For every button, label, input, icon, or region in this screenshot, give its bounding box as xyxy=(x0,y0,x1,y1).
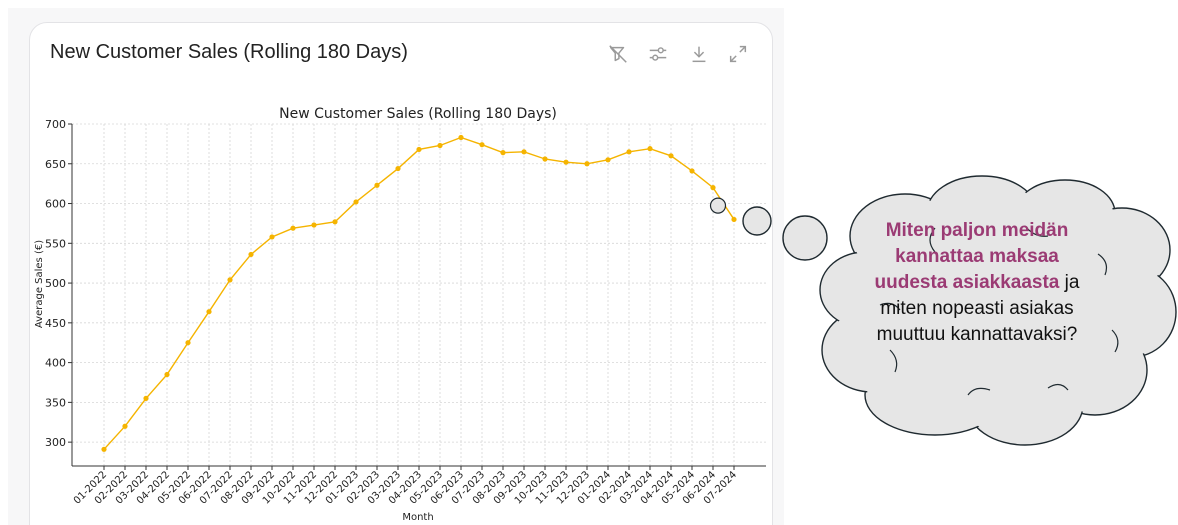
data-point xyxy=(563,159,569,165)
chart-title: New Customer Sales (Rolling 180 Days) xyxy=(279,106,557,122)
data-point xyxy=(290,225,296,231)
data-point xyxy=(248,251,254,258)
chart-card xyxy=(29,22,773,525)
x-axis-label: Month xyxy=(402,512,433,523)
download-button[interactable] xyxy=(686,41,712,67)
data-point xyxy=(227,277,233,283)
data-point xyxy=(311,222,317,228)
data-point xyxy=(668,153,674,159)
y-tick-label: 700 xyxy=(45,118,66,131)
data-point xyxy=(584,161,590,167)
data-point xyxy=(374,182,380,188)
data-point xyxy=(458,134,464,141)
y-tick-label: 500 xyxy=(45,277,66,290)
thought-cloud-inner-arcs xyxy=(879,225,1119,396)
data-point xyxy=(605,157,611,163)
thought-bubble-dot-small xyxy=(742,206,772,236)
y-tick-label: 550 xyxy=(45,237,66,250)
data-point xyxy=(353,199,359,205)
thought-bubble-dot-tiny xyxy=(709,197,727,214)
axes: 30035040045050055060065070001-202202-202… xyxy=(45,118,766,507)
data-point xyxy=(269,234,275,240)
thought-bubble-dot-large xyxy=(782,215,828,261)
expand-icon xyxy=(729,45,747,63)
line-chart: New Customer Sales (Rolling 180 Days) Mo… xyxy=(34,106,766,523)
y-tick-label: 300 xyxy=(45,436,66,449)
thought-bubble-text: Miten paljon meidän kannattaa maksaa uud… xyxy=(872,218,1082,348)
settings-sliders-button[interactable] xyxy=(645,41,671,67)
data-point xyxy=(731,216,737,223)
data-point xyxy=(101,446,107,452)
data-point xyxy=(143,395,149,401)
data-point xyxy=(185,340,191,346)
data-point xyxy=(416,146,422,153)
y-tick-label: 450 xyxy=(45,317,66,330)
data-point xyxy=(164,371,170,378)
sliders-icon xyxy=(649,47,667,61)
y-axis-label: Average Sales (€) xyxy=(34,240,45,328)
series-layer xyxy=(101,134,737,452)
thought-cloud-fill xyxy=(822,178,1174,443)
data-point xyxy=(437,142,443,149)
thought-bubble xyxy=(742,175,1177,446)
y-tick-label: 350 xyxy=(45,396,66,409)
data-point xyxy=(479,142,485,148)
filter-off-button[interactable] xyxy=(605,41,631,67)
download-icon xyxy=(692,46,706,63)
data-point xyxy=(710,185,716,191)
data-point xyxy=(332,219,338,225)
y-tick-label: 650 xyxy=(45,158,66,171)
grid xyxy=(72,123,766,466)
y-tick-label: 400 xyxy=(45,357,66,370)
y-tick-label: 600 xyxy=(45,198,66,211)
data-point xyxy=(521,149,527,155)
data-point xyxy=(206,309,212,315)
filter-off-icon xyxy=(609,45,627,63)
data-point xyxy=(542,156,548,162)
thought-bubble-highlight: Miten paljon meidän kannattaa maksaa uud… xyxy=(874,220,1069,293)
thought-bubble-rest: ja miten nopeasti asiakas muuttuu kannat… xyxy=(876,272,1080,345)
data-point xyxy=(122,423,128,429)
data-point xyxy=(626,149,632,155)
data-point xyxy=(395,165,401,172)
data-point xyxy=(500,150,506,156)
data-point xyxy=(689,168,695,174)
annotation-layer xyxy=(709,197,727,214)
card-title: New Customer Sales (Rolling 180 Days) xyxy=(50,41,408,63)
data-point xyxy=(647,146,653,152)
expand-button[interactable] xyxy=(725,41,751,67)
